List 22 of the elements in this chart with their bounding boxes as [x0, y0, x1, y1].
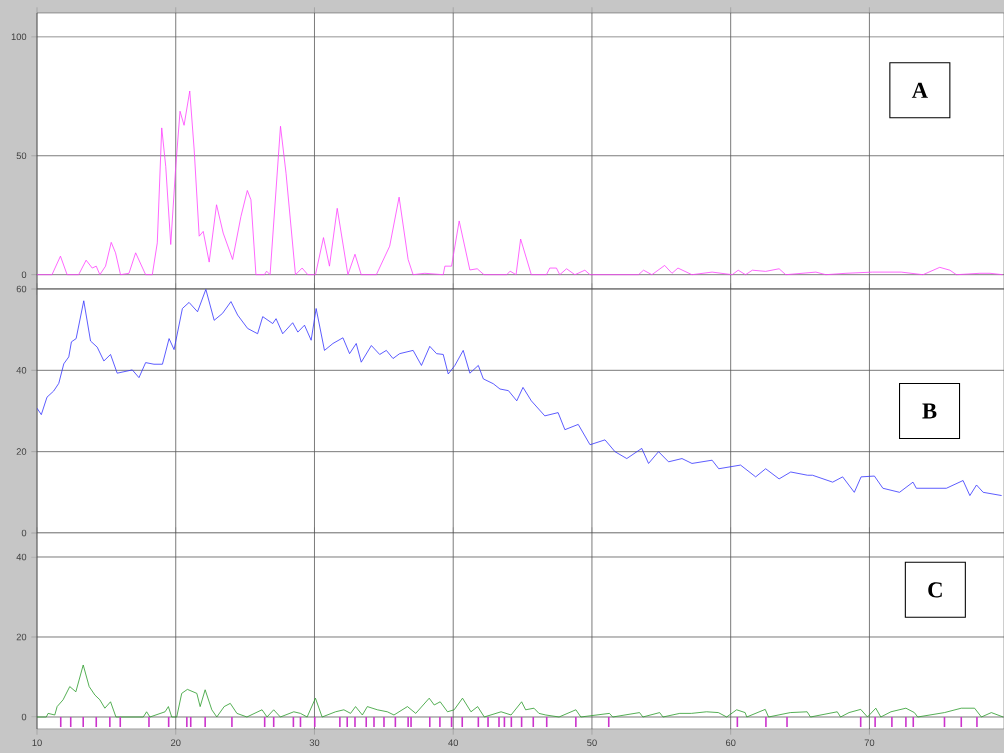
y-tick-label: 0 — [21, 271, 27, 279]
annotation: A — [911, 82, 928, 98]
x-tick-label: 50 — [587, 739, 597, 746]
x-tick-label: 30 — [309, 739, 320, 746]
y-tick-label: 0 — [21, 529, 27, 537]
y-tick-label: 20 — [16, 448, 27, 455]
x-tick-label: 40 — [448, 739, 459, 746]
annotation: B — [922, 403, 937, 419]
y-tick-label: 20 — [16, 633, 27, 641]
y-tick-label: 0 — [21, 713, 27, 721]
line-series — [37, 664, 1004, 718]
line-series — [37, 289, 1003, 496]
x-tick-label: 20 — [171, 739, 181, 746]
y-tick-label: 40 — [16, 367, 27, 374]
x-tick-label: 70 — [864, 739, 875, 746]
y-tick-label: 60 — [16, 285, 27, 293]
annotation: C — [928, 582, 942, 598]
x-tick-label: 10 — [32, 739, 42, 746]
y-tick-label: 50 — [16, 152, 27, 160]
x-tick-label: 60 — [725, 739, 736, 746]
y-tick-label: 100 — [11, 33, 27, 41]
y-tick-label: 40 — [16, 553, 27, 561]
